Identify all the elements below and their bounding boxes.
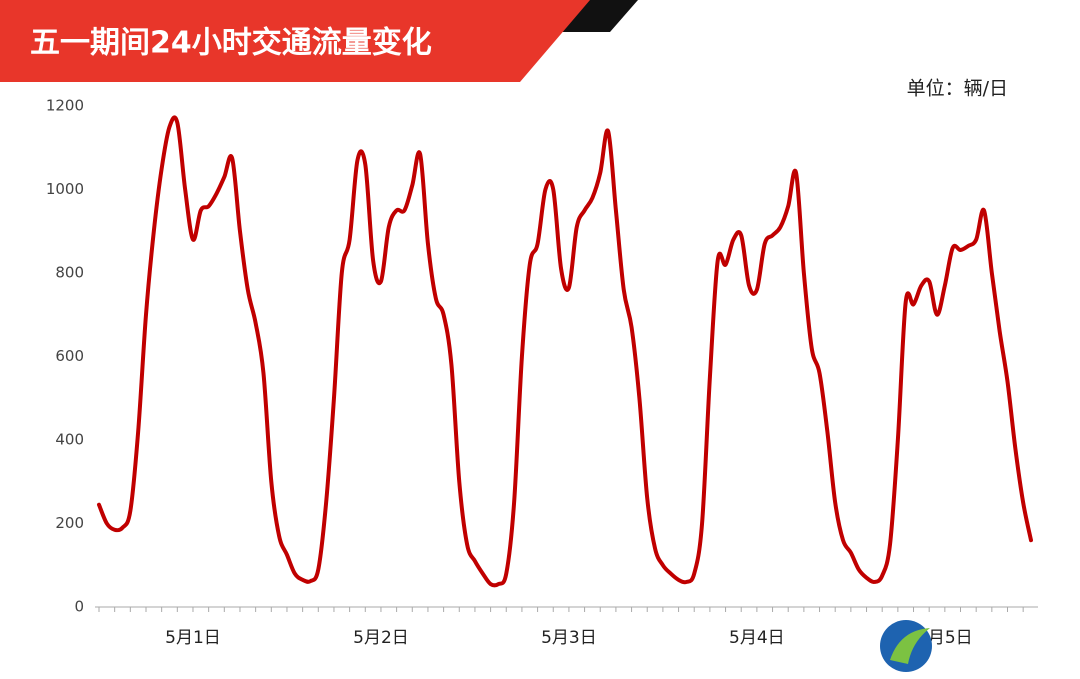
x-tick-label: 5月4日 [729, 628, 785, 648]
series-line [97, 115, 1033, 588]
x-tick-label: 5月3日 [541, 628, 597, 648]
y-tick-label: 200 [55, 514, 84, 532]
logo [880, 620, 932, 672]
y-tick-label: 0 [74, 598, 84, 616]
y-tick-label: 600 [55, 347, 84, 365]
chart-title: 五一期间24小时交通流量变化 [30, 26, 432, 61]
x-tick-label: 5月2日 [353, 628, 409, 648]
y-tick-label: 800 [55, 264, 84, 282]
y-tick-label: 400 [55, 431, 84, 449]
y-tick-label: 1200 [46, 97, 84, 115]
x-tick-label: 5月1日 [165, 628, 221, 648]
y-tick-label: 1000 [46, 180, 84, 198]
title-banner [0, 0, 590, 82]
unit-label: 单位：辆/日 [907, 78, 1008, 100]
